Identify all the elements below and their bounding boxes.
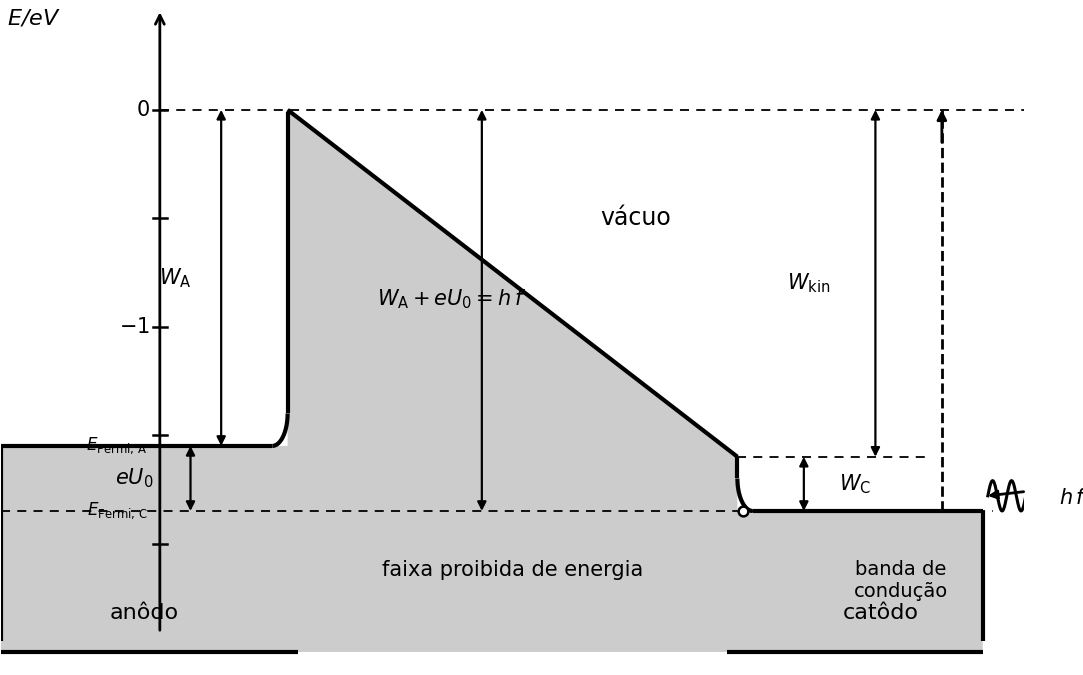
Text: 0: 0: [136, 100, 149, 119]
Text: $W_{\mathrm{kin}}$: $W_{\mathrm{kin}}$: [787, 271, 831, 295]
Text: anôdo: anôdo: [110, 603, 179, 623]
Text: $-1$: $-1$: [119, 317, 149, 337]
Text: $W_{\mathrm{A}}$: $W_{\mathrm{A}}$: [159, 266, 192, 290]
Text: $E$/eV: $E$/eV: [6, 8, 61, 29]
Text: $E_{\mathrm{Fermi,\,C}}$: $E_{\mathrm{Fermi,\,C}}$: [87, 501, 147, 521]
Text: $h\,f$: $h\,f$: [1059, 488, 1083, 508]
Text: $eU_0$: $eU_0$: [115, 466, 154, 490]
Text: vácuo: vácuo: [600, 207, 670, 230]
Text: $E_{\mathrm{Fermi,\,A}}$: $E_{\mathrm{Fermi,\,A}}$: [87, 435, 147, 456]
Polygon shape: [1, 446, 288, 652]
Polygon shape: [1, 110, 982, 652]
Text: faixa proibida de energia: faixa proibida de energia: [382, 560, 643, 580]
Text: $W_{\mathrm{C}}$: $W_{\mathrm{C}}$: [839, 472, 871, 495]
Text: $W_{\mathrm{A}}+eU_0= h\,f$: $W_{\mathrm{A}}+eU_0= h\,f$: [377, 288, 525, 311]
Text: catôdo: catôdo: [843, 603, 918, 623]
Text: banda de
condução: banda de condução: [853, 560, 948, 601]
